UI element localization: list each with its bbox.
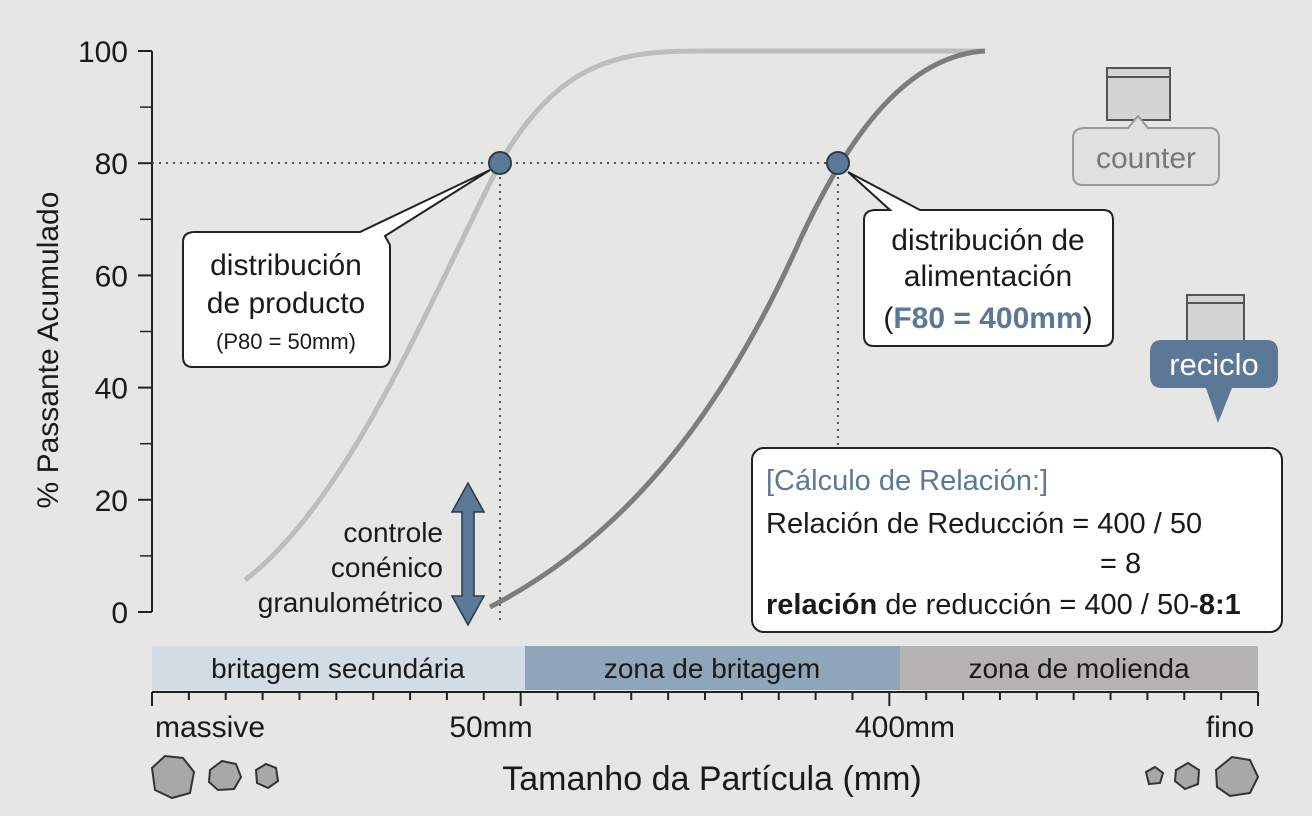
calculation-box [751, 447, 1283, 633]
callout-text: distribución de [891, 224, 1084, 257]
counter-label[interactable]: counter [1096, 142, 1196, 175]
control-label: controle [343, 517, 443, 548]
product-callout [182, 169, 491, 368]
reciclo-icon: reciclo [1150, 294, 1278, 423]
paren: ( [883, 302, 893, 335]
calc-bold: relación [766, 589, 877, 621]
calc-line: = 8 [1100, 548, 1141, 580]
callout-note: (P80 = 50mm) [216, 329, 356, 354]
y-axis-label: % Passante Acumulado [32, 192, 65, 509]
x-tick-label: 50mm [449, 711, 532, 744]
feed-curve [488, 48, 986, 610]
counter-icon: counter [1072, 67, 1220, 186]
paren: ) [1083, 302, 1093, 335]
zone-label: zona de britagem [604, 653, 820, 684]
calc-text: de reducción = 400 / 50- [877, 589, 1199, 621]
y-tick-label: 20 [95, 485, 128, 518]
callout-text: de producto [207, 287, 365, 320]
control-arrow [450, 481, 486, 627]
zone [525, 646, 900, 690]
callout-text: distribución [210, 249, 362, 282]
calc-title: [Cálculo de Relación:] [766, 465, 1048, 497]
zone-label: britagem secundária [211, 653, 465, 684]
zone [152, 646, 525, 690]
x-axis-label: Tamanho da Partícula (mm) [502, 760, 922, 798]
y-tick-label: 60 [95, 260, 128, 293]
y-ticks: 0 20 40 60 80 100 [78, 36, 152, 630]
y-tick-label: 100 [78, 36, 128, 69]
calc-result: 8:1 [1199, 589, 1241, 621]
f80-value: F80 = 400mm [893, 302, 1082, 335]
feed-callout [847, 171, 1114, 347]
zone-label: zona de molienda [968, 653, 1189, 684]
y-tick-label: 80 [95, 148, 128, 181]
reciclo-label[interactable]: reciclo [1169, 347, 1259, 382]
f80-point [826, 151, 850, 175]
rocks [150, 754, 1260, 800]
calc-line: Relación de Reducción = 400 / 50 [766, 508, 1202, 540]
y-tick-label: 0 [111, 597, 128, 630]
x-tick-label: massive [155, 711, 265, 744]
x-ticks [151, 692, 1259, 706]
calc-line: relación de reducción = 400 / 50-8:1 [766, 589, 1241, 621]
zone [900, 646, 1258, 690]
y-tick-label: 40 [95, 373, 128, 406]
x-tick-label: 400mm [855, 711, 955, 744]
control-label: conénico [331, 552, 443, 583]
callout-text: alimentación [904, 260, 1072, 293]
p80-point [488, 151, 512, 175]
x-tick-label: fino [1206, 711, 1254, 744]
product-curve [243, 48, 985, 582]
callout-note: (F80 = 400mm) [883, 302, 1092, 335]
control-label: granulométrico [258, 587, 443, 618]
